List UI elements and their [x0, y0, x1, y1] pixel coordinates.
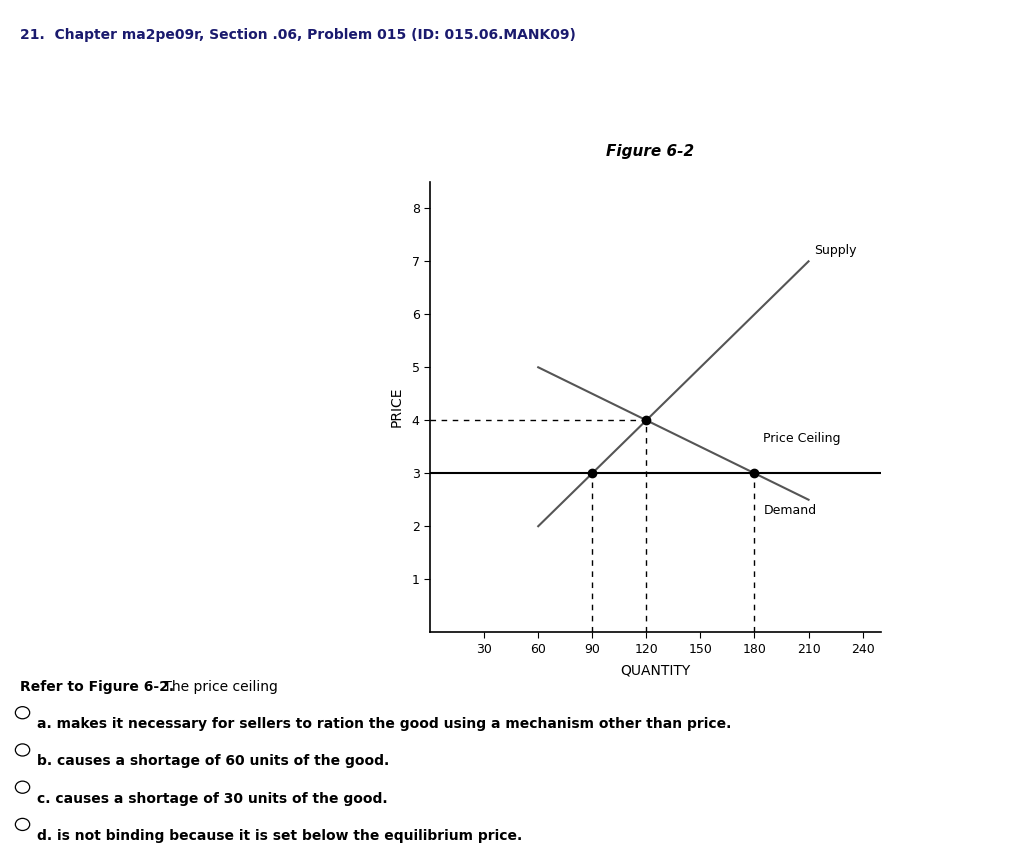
- Text: Refer to Figure 6-2.: Refer to Figure 6-2.: [20, 680, 175, 694]
- Text: The price ceiling: The price ceiling: [159, 680, 278, 694]
- Text: Demand: Demand: [764, 504, 816, 517]
- Text: c. causes a shortage of 30 units of the good.: c. causes a shortage of 30 units of the …: [37, 792, 387, 805]
- Text: d. is not binding because it is set below the equilibrium price.: d. is not binding because it is set belo…: [37, 829, 522, 843]
- Text: Supply: Supply: [814, 244, 856, 257]
- Text: b. causes a shortage of 60 units of the good.: b. causes a shortage of 60 units of the …: [37, 754, 389, 768]
- Text: Price Ceiling: Price Ceiling: [764, 432, 841, 445]
- Text: Figure 6-2: Figure 6-2: [606, 144, 694, 159]
- Text: a. makes it necessary for sellers to ration the good using a mechanism other tha: a. makes it necessary for sellers to rat…: [37, 717, 731, 731]
- X-axis label: QUANTITY: QUANTITY: [621, 664, 690, 678]
- Y-axis label: PRICE: PRICE: [389, 387, 403, 427]
- Text: 21.  Chapter ma2pe09r, Section .06, Problem 015 (ID: 015.06.MANK09): 21. Chapter ma2pe09r, Section .06, Probl…: [20, 28, 577, 42]
